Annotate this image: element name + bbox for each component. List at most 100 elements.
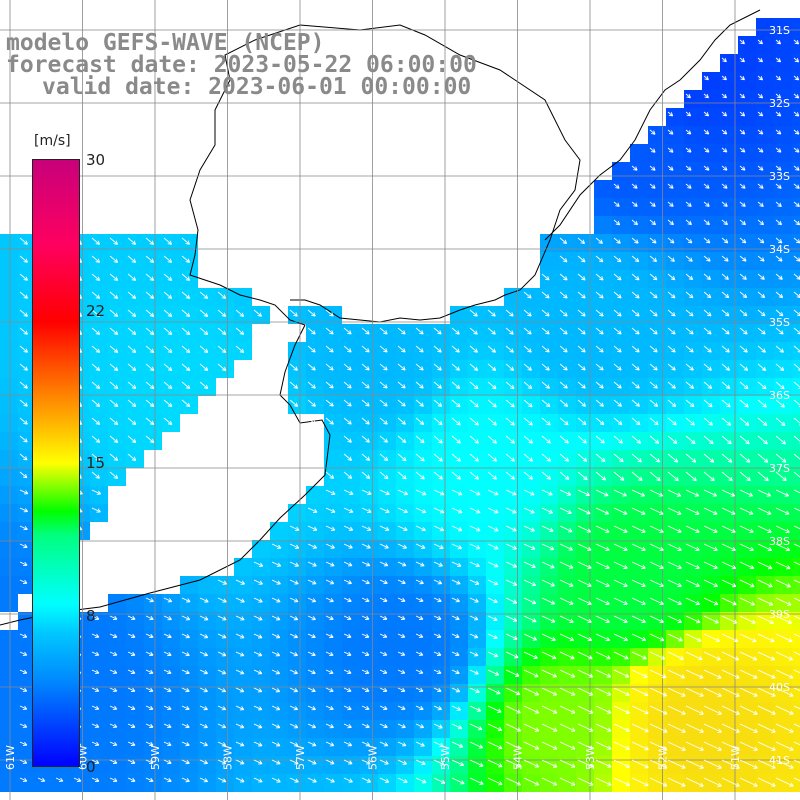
wind-arrow [343,651,352,656]
wind-arrow [577,345,586,353]
speed-cell [720,720,738,738]
speed-cell [576,522,594,540]
speed-cell [648,486,666,504]
wind-arrow [721,777,740,787]
speed-cell [594,756,612,774]
wind-arrow [469,597,479,603]
speed-cell [684,504,702,522]
speed-cell [270,576,288,594]
speed-cell [756,126,774,144]
speed-cell [288,684,306,702]
wind-arrow [703,597,719,606]
wind-arrow [577,759,594,768]
speed-cell [504,396,522,414]
wind-arrow [379,597,388,603]
speed-cell [216,720,234,738]
speed-cell [630,198,648,216]
speed-cell [450,630,468,648]
wind-arrow [253,651,263,657]
wind-arrow [145,255,155,263]
speed-cell [576,648,594,666]
wind-arrow [451,633,460,639]
speed-cell [702,720,720,738]
speed-cell [468,612,486,630]
speed-cell [0,738,18,756]
speed-cell [720,468,738,486]
speed-cell [0,234,18,252]
wind-arrow [739,615,756,624]
wind-arrow [397,705,406,711]
wind-arrow [685,723,704,733]
speed-cell [594,612,612,630]
wind-arrow [289,669,298,675]
wind-arrow [505,597,518,604]
speed-cell [432,720,450,738]
wind-arrow [703,705,722,715]
speed-cell [360,666,378,684]
wind-arrow [343,723,352,729]
wind-arrow [595,363,604,371]
wind-arrow [559,525,573,533]
speed-cell [252,594,270,612]
speed-cell [630,162,648,180]
speed-cell [216,774,234,792]
speed-cell [306,774,324,792]
wind-arrow [649,453,661,463]
wind-arrow [541,543,555,551]
speed-cell [360,594,378,612]
speed-cell [450,432,468,450]
speed-cell [666,216,684,234]
wind-arrow [649,651,666,660]
wind-arrow [757,237,765,244]
speed-cell [432,702,450,720]
speed-cell [342,522,360,540]
wind-arrow [739,435,750,445]
speed-cell [18,612,36,630]
speed-cell [792,216,800,234]
wind-arrow [487,777,503,786]
wind-arrow [469,363,479,371]
wind-arrow [145,345,155,354]
wind-arrow [397,453,407,462]
wind-arrow [685,327,694,335]
speed-cell [612,756,630,774]
wind-arrow [739,741,758,751]
speed-cell [0,720,18,738]
speed-cell [648,774,666,792]
wind-arrow [559,651,575,660]
speed-cell [540,540,558,558]
speed-cell [792,90,800,108]
wind-arrow [559,741,576,750]
speed-cell [0,576,18,594]
speed-cell [720,252,738,270]
speed-cell [198,648,216,666]
speed-cell [90,504,108,522]
speed-cell [612,234,630,252]
wind-arrow [91,741,100,746]
wind-arrow [199,633,209,639]
speed-cell [18,486,36,504]
speed-cell [774,576,792,594]
wind-arrow [505,651,519,659]
wind-arrow [703,183,710,189]
wind-arrow [757,111,764,117]
speed-cell [198,720,216,738]
speed-cell [720,288,738,306]
wind-arrow [379,489,390,496]
wind-arrow [253,741,263,747]
speed-cell [648,234,666,252]
wind-arrow [523,615,537,623]
speed-cell [126,630,144,648]
wind-arrow [451,651,460,657]
wind-arrow [397,345,406,353]
wind-arrow [487,759,503,768]
wind-arrow [721,417,732,426]
wind-arrow [145,633,154,639]
speed-cell [774,774,792,792]
wind-arrow [343,507,354,513]
wind-arrow [181,417,191,426]
wind-arrow [217,741,227,747]
wind-arrow [703,651,721,661]
wind-arrow [415,741,425,747]
speed-cell [396,774,414,792]
